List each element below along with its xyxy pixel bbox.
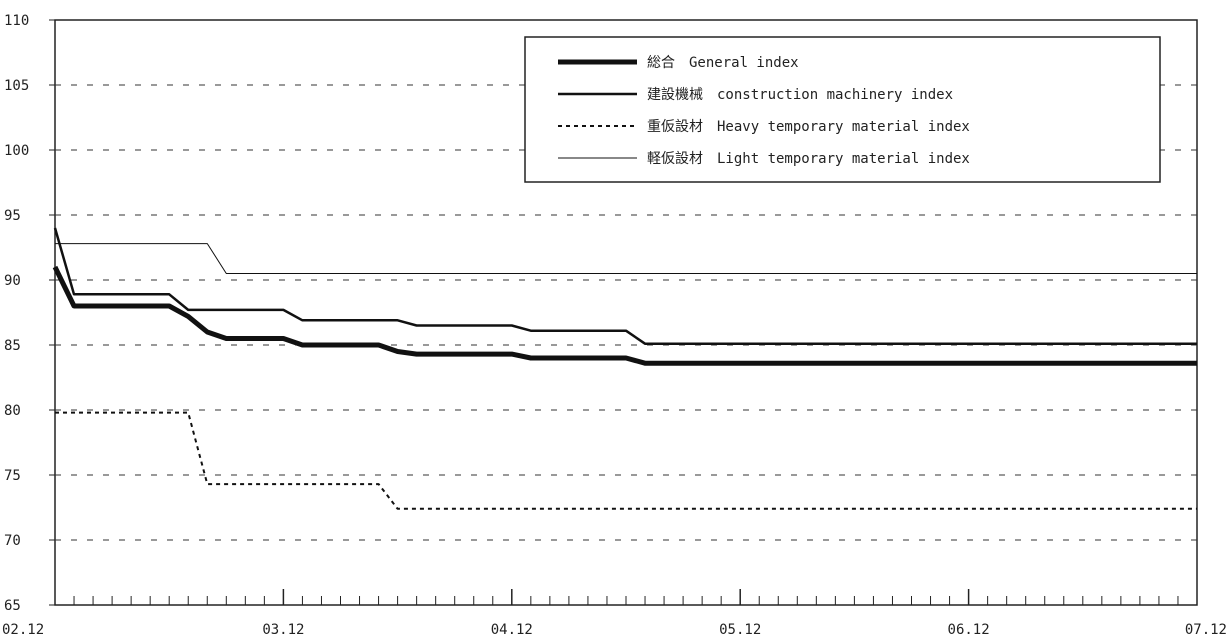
- y-tick-label: 105: [4, 78, 29, 94]
- y-tick-label: 95: [4, 208, 21, 224]
- x-tick-label: 03.12: [262, 622, 304, 638]
- x-tick-label: 06.12: [948, 622, 990, 638]
- x-tick-label: 05.12: [719, 622, 761, 638]
- x-tick-label: 02.12: [2, 622, 44, 638]
- legend-label-machinery: 建設機械 construction machinery index: [647, 87, 953, 103]
- x-tick-label: 04.12: [491, 622, 533, 638]
- y-tick-label: 85: [4, 338, 21, 354]
- x-axis: 02.12 03.12 04.12 05.12 06.12 07.12: [2, 589, 1227, 638]
- legend-label-light: 軽仮設材 Light temporary material index: [647, 151, 970, 167]
- y-tick-label: 65: [4, 598, 21, 614]
- series-layer: [52, 227, 1197, 510]
- y-tick-label: 80: [4, 403, 21, 419]
- y-axis: 65 70 75 80 85 90 95 100 105 110: [4, 13, 55, 614]
- legend: 総合 General index 建設機械 construction machi…: [524, 36, 1161, 183]
- y-tick-label: 75: [4, 468, 21, 484]
- series-light-temporary-material: [55, 243, 1197, 274]
- y-tick-label: 100: [4, 143, 29, 159]
- legend-label-heavy: 重仮設材 Heavy temporary material index: [647, 119, 970, 135]
- legend-label-general: 総合 General index: [647, 55, 799, 71]
- x-tick-label: 07.12: [1185, 622, 1227, 638]
- y-tick-label: 90: [4, 273, 21, 289]
- series-construction-machinery: [53, 227, 1197, 345]
- y-tick-label: 70: [4, 533, 21, 549]
- y-tick-label: 110: [4, 13, 29, 29]
- series-general-index: [52, 265, 1197, 366]
